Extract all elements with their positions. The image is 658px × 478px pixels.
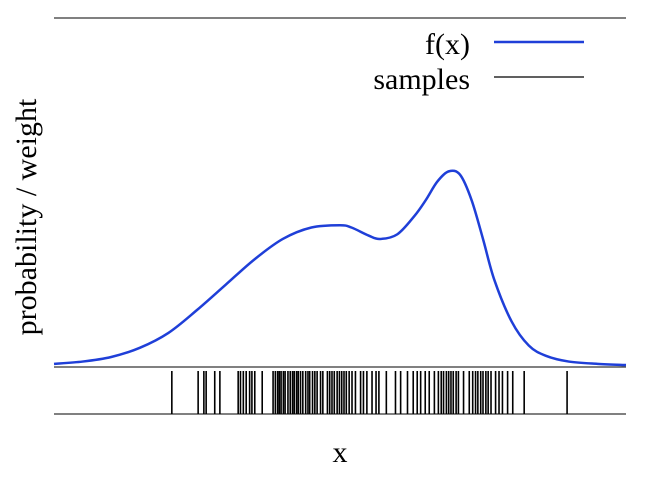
legend-label-density: f(x): [425, 28, 470, 61]
y-axis-label: probability / weight: [10, 98, 43, 335]
legend-label-samples: samples: [373, 63, 470, 96]
density-curve-series-line: [53, 169, 627, 367]
x-axis-label: x: [333, 436, 348, 469]
legend: f(x) samples: [373, 28, 584, 96]
samples-rug: [171, 371, 568, 414]
